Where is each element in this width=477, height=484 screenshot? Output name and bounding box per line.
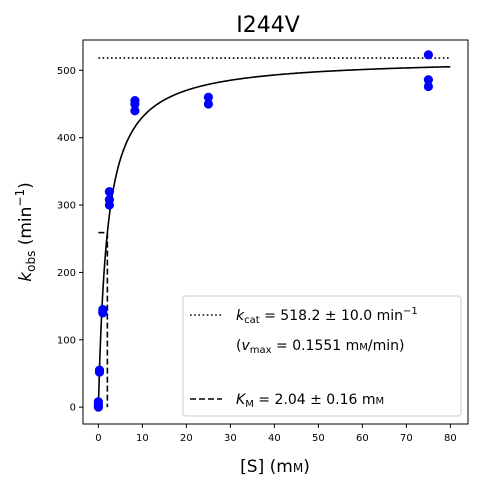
y-axis-label: kobs (min−1)	[13, 182, 38, 282]
legend-vmax-label: (vmax = 0.1551 mM/min)	[236, 338, 405, 356]
legend-kcat-label: kcat = 518.2 ± 10.0 min−1	[236, 306, 418, 326]
data-point	[130, 106, 140, 116]
data-point	[98, 304, 108, 315]
x-tick-label: 70	[400, 433, 413, 444]
y-tick-label: 500	[57, 66, 76, 77]
legend-km-label: KM = 2.04 ± 0.16 mM	[236, 392, 384, 410]
plot-area	[82, 39, 469, 425]
fit-lines	[97, 57, 451, 408]
data-point	[94, 365, 105, 375]
data-point	[203, 92, 213, 102]
x-axis: 0 10 20 30 40 50 60 70 80	[95, 424, 457, 444]
data-point	[104, 195, 114, 205]
data-point	[130, 96, 140, 106]
data-point	[423, 75, 433, 85]
data-point	[203, 99, 213, 109]
legend-box	[182, 295, 462, 417]
data-point	[93, 397, 103, 407]
x-tick-label: 0	[95, 433, 101, 444]
y-tick-label: 300	[57, 201, 76, 212]
y-tick-label: 100	[57, 335, 76, 346]
x-tick-label: 50	[312, 433, 325, 444]
data-point	[423, 50, 433, 60]
chart-title: I244V	[236, 13, 300, 38]
x-axis-label: [S] (mM)	[240, 457, 310, 477]
y-tick-label: 0	[70, 403, 76, 414]
data-points	[93, 50, 433, 412]
y-axis: 0 100 200 300 400 500	[57, 66, 83, 414]
x-tick-label: 40	[268, 433, 281, 444]
y-tick-label: 200	[57, 268, 76, 279]
x-tick-label: 80	[444, 433, 457, 444]
x-tick-label: 10	[136, 433, 149, 444]
x-tick-label: 20	[180, 433, 193, 444]
legend: kcat = 518.2 ± 10.0 min−1 (vmax = 0.1551…	[182, 295, 462, 417]
data-point	[104, 186, 114, 197]
y-tick-label: 400	[57, 133, 76, 144]
fit-curve	[97, 65, 451, 408]
x-tick-label: 30	[224, 433, 237, 444]
data-point	[423, 81, 433, 92]
x-tick-label: 60	[356, 433, 369, 444]
